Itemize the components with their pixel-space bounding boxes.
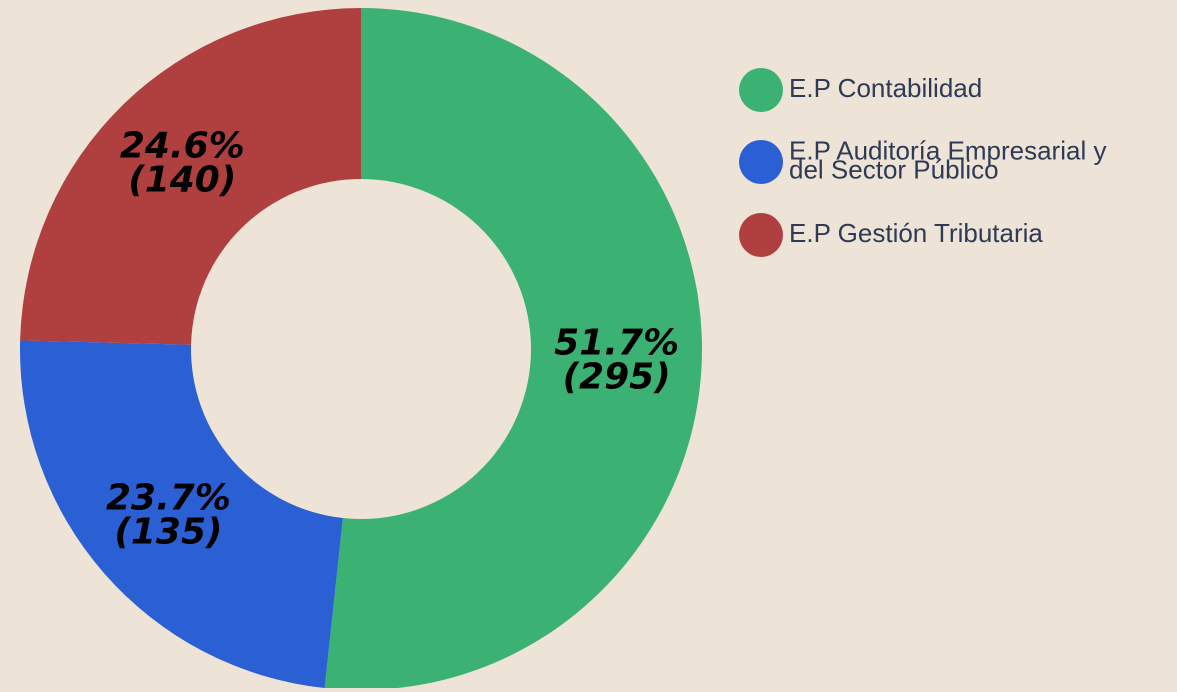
slice-percent-label: 24.6%: [120, 126, 245, 167]
slice-count-label: (140): [128, 160, 236, 201]
slice-count-label: (295): [563, 357, 671, 398]
slice: [324, 8, 702, 691]
legend-label: E.P Gestión Tributaria: [789, 218, 1043, 248]
slice: [19, 340, 343, 689]
legend-swatch: [739, 213, 783, 257]
legend-label: E.P Contabilidad: [789, 73, 982, 103]
slice-percent-label: 23.7%: [106, 478, 231, 519]
legend-label: E.P Auditoría Empresarial y del Sector Pú…: [789, 136, 1106, 185]
legend-swatch: [739, 140, 783, 184]
slice-percent-label: 51.7%: [554, 323, 679, 364]
slice: [20, 8, 361, 345]
legend-swatch: [739, 68, 783, 112]
slice-count-label: (135): [114, 512, 222, 553]
